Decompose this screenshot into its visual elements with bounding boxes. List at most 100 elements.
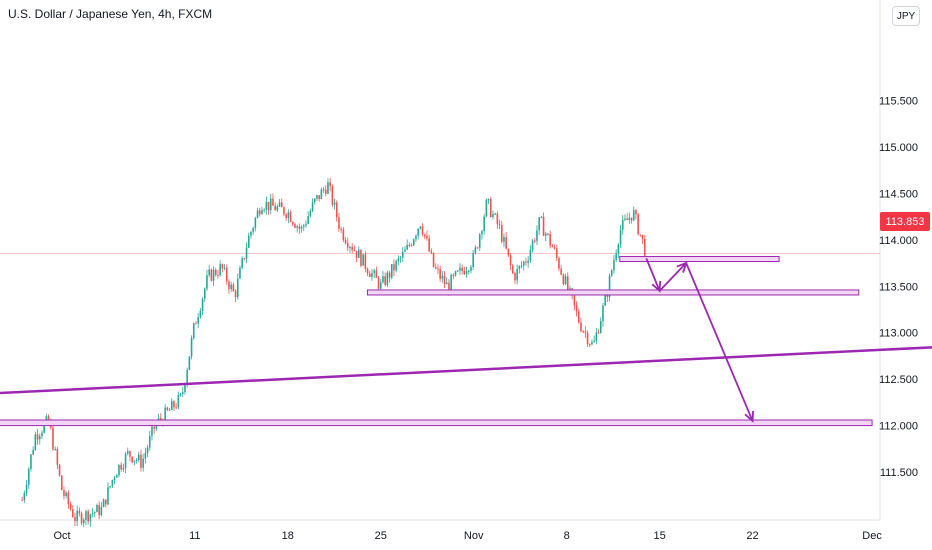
candle <box>643 235 646 257</box>
time-axis[interactable]: Oct111825Nov81522Dec7 <box>53 530 932 542</box>
x-tick-label: 11 <box>189 530 200 542</box>
candle <box>338 212 340 232</box>
candle <box>478 232 481 251</box>
candle <box>333 198 336 210</box>
candle <box>115 474 118 478</box>
drawing-layer[interactable] <box>0 256 932 427</box>
candle <box>514 271 516 284</box>
candle <box>553 244 556 250</box>
candle <box>388 270 391 283</box>
candle <box>593 335 595 343</box>
candle <box>364 251 367 273</box>
candle <box>190 335 193 360</box>
candle <box>395 259 397 273</box>
candle <box>639 234 642 237</box>
candle <box>331 184 334 207</box>
candle <box>637 212 639 236</box>
y-tick-label: 114.500 <box>879 188 918 200</box>
candle <box>175 403 177 410</box>
y-tick-label: 113.000 <box>879 328 918 340</box>
candle <box>146 444 149 457</box>
candle <box>74 512 76 527</box>
candle <box>584 326 587 339</box>
candle <box>580 317 582 333</box>
candle <box>311 198 314 213</box>
projection-arrow[interactable] <box>645 258 662 293</box>
candle <box>285 212 287 221</box>
candle <box>243 257 246 261</box>
horizontal-zone[interactable] <box>366 289 860 296</box>
candle <box>419 226 422 230</box>
candle <box>60 475 63 491</box>
candle <box>555 244 558 261</box>
currency-button[interactable]: JPY <box>892 6 920 26</box>
candle <box>617 243 620 259</box>
candle <box>443 270 446 289</box>
horizontal-zone[interactable] <box>619 256 780 263</box>
candle <box>100 502 103 517</box>
candle <box>421 223 424 237</box>
candle <box>445 277 448 285</box>
x-tick-label: Oct <box>53 530 70 542</box>
candle <box>30 454 32 472</box>
candle <box>313 198 316 205</box>
candle <box>439 265 441 282</box>
candle <box>87 509 89 525</box>
candle <box>597 329 600 334</box>
candle <box>540 215 543 219</box>
candle <box>621 215 624 235</box>
candle <box>65 490 67 499</box>
price-axis[interactable]: 111.500 112.000 112.500 113.000 113.500 114.0… <box>879 95 918 479</box>
candle <box>82 517 85 528</box>
projection-arrow[interactable] <box>685 262 754 423</box>
candle <box>258 207 261 217</box>
candle <box>137 451 140 463</box>
candle <box>177 391 180 410</box>
candle <box>516 264 518 285</box>
candle <box>322 186 325 193</box>
candle <box>320 187 323 200</box>
candle <box>511 263 514 275</box>
candle <box>377 275 380 292</box>
candle <box>234 289 237 303</box>
candle <box>531 239 534 253</box>
candle <box>278 199 281 208</box>
projection-arrow[interactable] <box>658 261 688 292</box>
candle <box>522 260 525 271</box>
candle <box>241 256 243 270</box>
trendline[interactable] <box>0 346 932 396</box>
candle <box>353 245 356 252</box>
candle <box>71 505 74 518</box>
candle <box>41 430 43 440</box>
candle <box>386 270 389 288</box>
candle <box>538 217 540 236</box>
candle <box>507 248 510 258</box>
candle <box>329 177 331 192</box>
candle <box>199 307 202 319</box>
candle <box>355 250 358 263</box>
candle <box>492 210 494 220</box>
y-tick-label: 115.500 <box>879 95 918 107</box>
last-price-tag: 113.853 <box>880 212 930 231</box>
candle <box>426 230 428 241</box>
candle <box>346 237 349 251</box>
candle <box>67 490 70 509</box>
candle <box>263 208 265 213</box>
candle <box>276 204 279 213</box>
candle <box>184 383 186 395</box>
candle <box>76 505 78 527</box>
candle <box>192 322 195 341</box>
candle <box>428 235 430 253</box>
x-tick-label: 8 <box>564 530 570 542</box>
y-tick-label: 112.500 <box>879 374 918 386</box>
candle <box>509 253 512 271</box>
candle <box>547 233 549 236</box>
candle <box>36 429 39 445</box>
candle <box>351 242 353 254</box>
horizontal-zone[interactable] <box>0 419 873 427</box>
candle <box>93 511 96 518</box>
candle <box>69 501 72 511</box>
candle <box>96 503 98 513</box>
candle <box>481 229 483 240</box>
